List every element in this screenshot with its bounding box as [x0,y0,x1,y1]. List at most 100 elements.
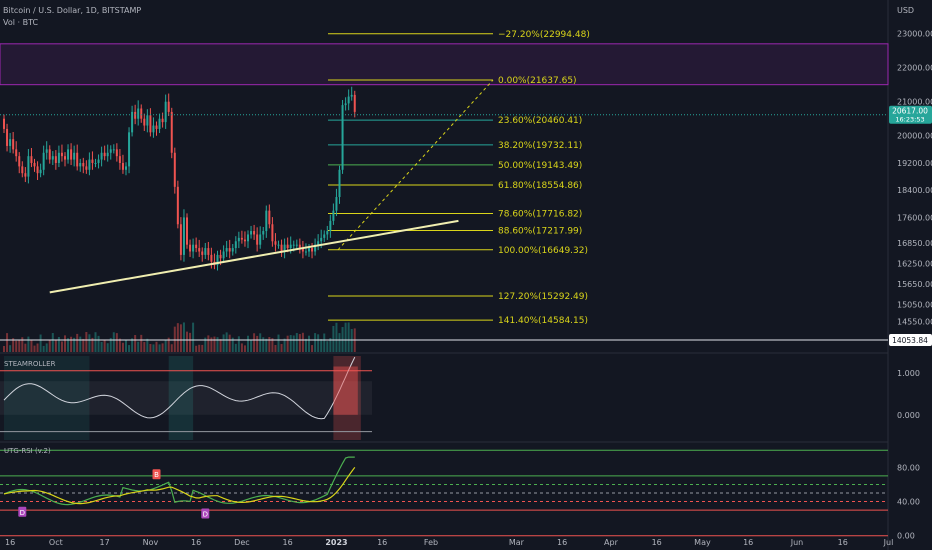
volume-bar [64,335,66,352]
volume-bar [94,332,97,352]
candle-body [140,108,143,119]
candle-body [30,156,33,163]
candle-body [94,162,97,164]
candle-body [6,128,9,146]
candle-body [201,251,204,255]
volume-bar [265,338,268,352]
volume-bar [128,345,131,352]
y-tick-label: 16250.00 [897,259,932,268]
volume-bar [182,322,185,352]
steamroller-zone [168,356,194,440]
y-tick-label: 22000.00 [897,64,932,73]
candle-body [311,248,314,252]
candle-body [341,105,344,170]
volume-bar [320,339,323,352]
candle-body [179,224,182,255]
candle-body [274,241,277,245]
x-tick-label: Oct [49,538,63,547]
fib-level-label: 0.00%(21637.65) [498,76,577,86]
volume-bar [210,337,213,352]
candle-body [195,244,198,249]
candle-body [277,244,280,246]
x-tick-label: 16 [191,538,201,547]
volume-bar [170,344,173,352]
volume-bar [283,338,286,352]
volume-bar [131,338,134,352]
x-tick-label: Nov [143,538,159,547]
last-price-value: 20617.00 [892,107,928,116]
volume-bar [271,338,274,352]
candle-body [33,162,36,167]
volume-bar [326,341,329,352]
volume-bar [42,345,45,352]
volume-bar [134,335,137,352]
candle-body [112,149,115,151]
candle-body [100,152,103,160]
rsi-marker-label: B [154,471,159,479]
volume-bar [289,335,292,352]
resistance-zone [0,43,889,86]
y-tick-label: 17600.00 [897,213,932,222]
rsi-marker-label: D [20,509,25,517]
candle-body [125,166,127,170]
volume-bar [231,337,234,352]
volume-bar [51,333,54,352]
volume-bar [338,333,341,352]
candle-body [292,244,295,246]
candle-body [335,197,338,211]
volume-bar [76,333,79,352]
volume-bar [109,337,112,352]
candle-body [161,118,164,123]
fib-level-label: 88.60%(17217.99) [498,226,582,236]
volume-bar [176,323,179,352]
last-price-countdown: 16:23:53 [895,116,924,124]
candle-body [301,248,304,252]
candle-body [73,152,76,160]
volume-bar [301,332,304,352]
volume-bar [222,334,225,352]
candle-body [97,159,100,163]
volume-bar [106,343,109,352]
candle-body [88,159,91,170]
candle-body [12,139,15,150]
y-tick-label: 15650.00 [897,280,932,289]
steamroller-line [3,356,356,420]
x-tick-label: Feb [424,538,438,547]
candle-body [225,248,228,252]
volume-bar [292,335,295,352]
volume-bar [344,322,347,352]
fib-level-label: 100.00%(16649.32) [498,246,588,256]
candle-body [234,241,237,249]
candle-body [329,220,332,232]
candle-body [231,248,234,252]
volume-bar [259,333,262,352]
volume-bar [213,336,216,352]
fib-level-label: 127.20%(15292.49) [498,292,588,302]
candle-body [326,231,329,235]
volume-bar [161,343,164,352]
candle-body [271,224,274,242]
volume-bar [198,344,201,352]
symbol-title: Bitcoin / U.S. Dollar, 1D, BITSTAMP [3,6,142,15]
candle-body [146,115,149,126]
volume-bar [45,343,48,352]
candle-body [298,244,301,249]
volume-bar [33,345,36,352]
rsi-tick-label: 80.00 [897,463,920,472]
volume-bar [39,334,42,352]
candle-body [143,118,146,126]
fib-level-label: 50.00%(19143.49) [498,161,582,171]
candle-body [85,166,88,170]
volume-bar [12,338,15,352]
volume-bar [57,336,60,352]
volume-bar [54,339,57,352]
volume-bar [234,343,237,352]
y-tick-label: 19200.00 [897,159,932,168]
x-tick-label: Jul [883,538,894,547]
y-tick-label: 18400.00 [897,186,932,195]
volume-bar [30,339,33,352]
volume-bar [70,336,73,352]
volume-bar [247,335,249,352]
volume-bar [158,344,161,352]
